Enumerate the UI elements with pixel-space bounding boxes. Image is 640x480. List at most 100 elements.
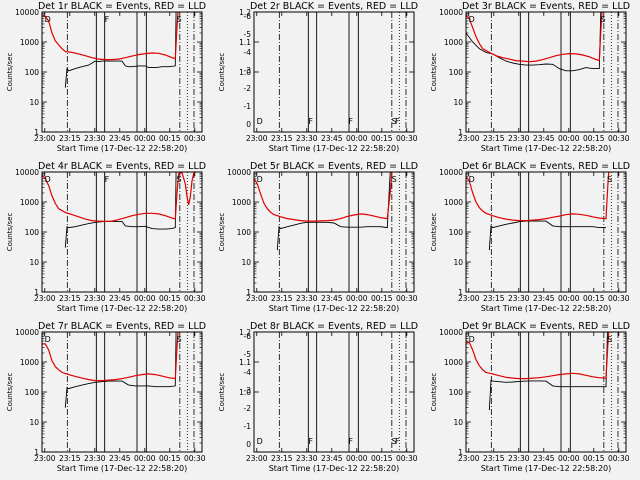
flag-marker: F bbox=[308, 437, 313, 446]
x-tick-label: 00:15 bbox=[583, 294, 605, 303]
plot-frame bbox=[465, 171, 627, 293]
y-tick-label: 1000 bbox=[20, 198, 39, 207]
y-tick-label: 1.1 bbox=[239, 358, 251, 367]
flag-marker: D bbox=[257, 437, 263, 446]
x-tick-label: 23:15 bbox=[271, 454, 293, 463]
x-tick-label: 00:00 bbox=[346, 134, 368, 143]
panel-7r: Det 7r BLACK = Events, RED = LLD Start Ti… bbox=[6, 321, 206, 473]
x-tick-label: 23:15 bbox=[59, 294, 81, 303]
y-tick-superscript: -5 bbox=[244, 350, 252, 359]
flag-marker: D bbox=[257, 117, 263, 126]
x-tick-label: 00:00 bbox=[558, 454, 580, 463]
x-tick-label: 23:15 bbox=[59, 134, 81, 143]
flag-marker: S bbox=[176, 15, 181, 24]
plot-frame bbox=[465, 331, 627, 453]
y-tick-superscript: -6 bbox=[244, 12, 252, 21]
y-tick-superscript: -3 bbox=[244, 66, 252, 75]
y-tick-label: 10000 bbox=[227, 168, 251, 177]
flag-marker: D bbox=[45, 335, 51, 344]
flag-marker: F bbox=[395, 437, 400, 446]
y-tick-label: 1.2 bbox=[239, 8, 251, 17]
y-tick-label: 1 bbox=[458, 448, 463, 457]
y-tick-label: 10 bbox=[29, 418, 39, 427]
x-tick-label: 00:00 bbox=[558, 134, 580, 143]
x-tick-label: 23:00 bbox=[458, 134, 480, 143]
series-line-lld bbox=[42, 12, 179, 61]
x-tick-label: 23:15 bbox=[483, 454, 505, 463]
y-tick-label: 1.0 bbox=[239, 388, 251, 397]
x-tick-label: 00:30 bbox=[184, 134, 206, 143]
x-tick-label: 23:00 bbox=[34, 454, 56, 463]
plot-frame bbox=[253, 171, 415, 293]
panel-6r: Det 6r BLACK = Events, RED = LLD Start Ti… bbox=[430, 161, 630, 313]
y-tick-label: 1.0 bbox=[239, 68, 251, 77]
panel-title: Det 8r BLACK = Events, RED = LLD bbox=[250, 321, 418, 332]
flag-marker: F bbox=[308, 117, 313, 126]
series-line-events bbox=[488, 332, 608, 411]
x-tick-label: 23:30 bbox=[508, 454, 530, 463]
x-tick-label: 23:15 bbox=[271, 294, 293, 303]
y-axis-label: Counts/sec bbox=[6, 53, 14, 92]
series-line-lld bbox=[254, 172, 393, 222]
x-tick-label: 00:00 bbox=[346, 294, 368, 303]
x-tick-label: 00:15 bbox=[583, 134, 605, 143]
flag-marker: S bbox=[600, 15, 605, 24]
panel-title: Det 2r BLACK = Events, RED = LLD bbox=[250, 1, 418, 12]
y-tick-label: 100 bbox=[25, 228, 40, 237]
x-axis-label: Start Time (17-Dec-12 22:58:20) bbox=[481, 464, 612, 473]
x-tick-label: 00:00 bbox=[558, 294, 580, 303]
y-tick-label: 1 bbox=[34, 288, 39, 297]
series-line-events bbox=[64, 12, 177, 88]
panel-4r: Det 4r BLACK = Events, RED = LLD Start Ti… bbox=[6, 161, 206, 313]
y-tick-label: 1.1 bbox=[239, 38, 251, 47]
panel-title: Det 6r BLACK = Events, RED = LLD bbox=[462, 161, 630, 172]
panel-title: Det 5r BLACK = Events, RED = LLD bbox=[250, 161, 418, 172]
panel-3r: Det 3r BLACK = Events, RED = LLD Start Ti… bbox=[430, 1, 630, 153]
x-tick-label: 00:15 bbox=[159, 294, 181, 303]
x-tick-label: 00:00 bbox=[134, 454, 156, 463]
y-tick-label: 1000 bbox=[232, 198, 251, 207]
x-tick-label: 00:30 bbox=[608, 294, 630, 303]
plot-frame bbox=[41, 11, 203, 133]
panel-title: Det 1r BLACK = Events, RED = LLD bbox=[38, 1, 206, 12]
y-tick-label: 1000 bbox=[20, 38, 39, 47]
y-axis-label: Counts/sec bbox=[6, 373, 14, 412]
y-tick-label: 10000 bbox=[15, 168, 39, 177]
y-axis-label: Counts/sec bbox=[6, 213, 14, 252]
y-tick-label: 10 bbox=[241, 258, 251, 267]
x-axis-label: Start Time (17-Dec-12 22:58:20) bbox=[57, 464, 188, 473]
x-tick-label: 23:00 bbox=[458, 454, 480, 463]
x-tick-label: 23:45 bbox=[109, 134, 131, 143]
flag-marker: S bbox=[607, 175, 612, 184]
panel-title: Det 7r BLACK = Events, RED = LLD bbox=[38, 321, 206, 332]
panel-8r: Det 8r BLACK = Events, RED = LLD Start Ti… bbox=[218, 321, 418, 473]
y-tick-label: 100 bbox=[237, 228, 252, 237]
flag-marker: F bbox=[348, 437, 353, 446]
x-tick-label: 00:15 bbox=[159, 454, 181, 463]
plot-frame bbox=[253, 11, 415, 133]
flag-marker: F bbox=[105, 15, 110, 24]
y-axis-label: Counts/sec bbox=[430, 373, 438, 412]
x-tick-label: 23:00 bbox=[246, 294, 268, 303]
plot-frame bbox=[253, 331, 415, 453]
y-tick-label: 100 bbox=[25, 388, 40, 397]
x-tick-label: 23:15 bbox=[483, 294, 505, 303]
y-tick-label: 10000 bbox=[439, 168, 463, 177]
y-tick-label: 1000 bbox=[444, 38, 463, 47]
x-tick-label: 23:45 bbox=[533, 294, 555, 303]
panel-2r: Det 2r BLACK = Events, RED = LLD Start Ti… bbox=[218, 1, 418, 153]
flag-marker: F bbox=[348, 117, 353, 126]
x-tick-label: 23:15 bbox=[59, 454, 81, 463]
x-tick-label: 23:00 bbox=[458, 294, 480, 303]
series-line-lld bbox=[466, 172, 610, 222]
x-tick-label: 23:00 bbox=[246, 454, 268, 463]
flag-marker: D bbox=[45, 175, 51, 184]
x-tick-label: 00:30 bbox=[396, 134, 418, 143]
y-tick-label: 1 bbox=[246, 288, 251, 297]
y-tick-label: 10000 bbox=[439, 328, 463, 337]
x-tick-label: 00:00 bbox=[346, 454, 368, 463]
series-line-lld bbox=[42, 332, 179, 382]
panel-title: Det 9r BLACK = Events, RED = LLD bbox=[462, 321, 630, 332]
panel-title: Det 3r BLACK = Events, RED = LLD bbox=[462, 1, 630, 12]
